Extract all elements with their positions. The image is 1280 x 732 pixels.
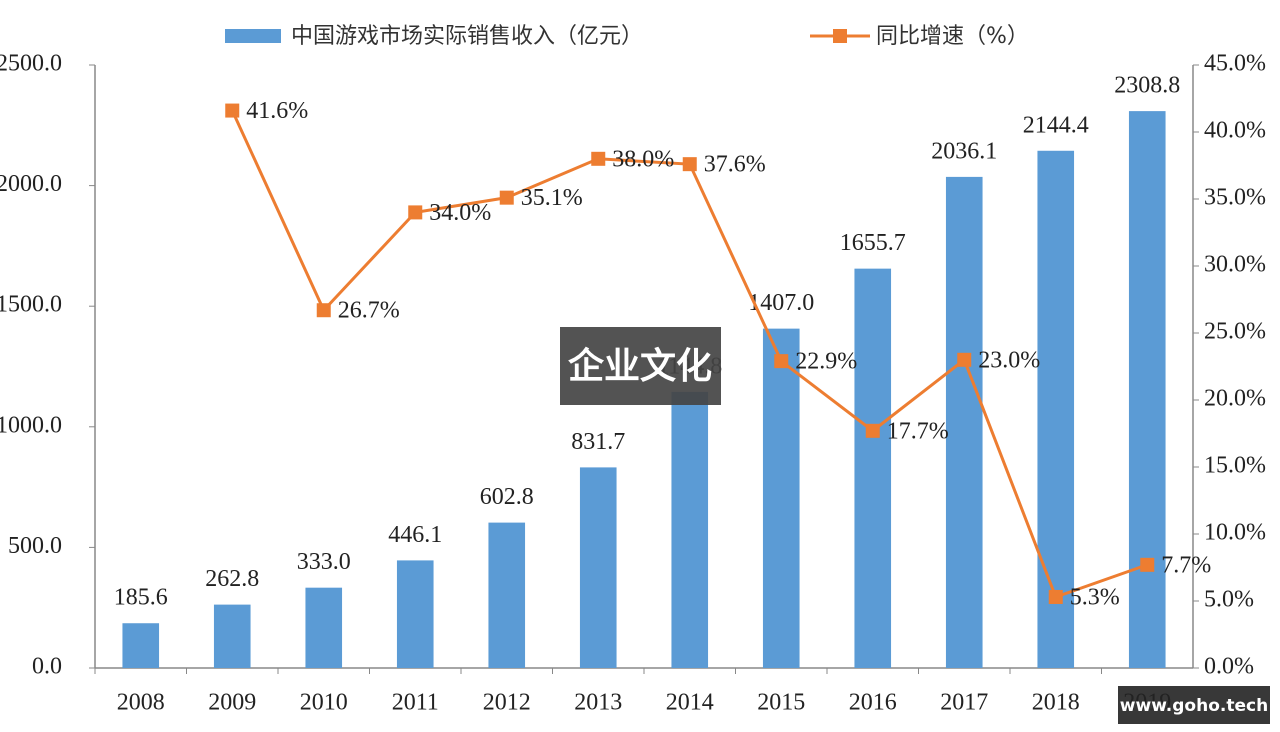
bar-value-label: 2036.1 [931, 138, 997, 164]
line-value-label: 26.7% [338, 298, 400, 324]
bar [945, 176, 983, 668]
y2-tick-label: 10.0% [1204, 520, 1266, 546]
y2-tick-label: 20.0% [1204, 386, 1266, 412]
y-tick-label: 0.0 [32, 654, 62, 680]
line-value-label: 5.3% [1070, 584, 1120, 610]
x-tick-label: 2014 [666, 690, 714, 716]
legend-label: 同比增速（%） [876, 24, 1029, 49]
bar [579, 467, 617, 668]
bar [213, 604, 251, 668]
bar-value-label: 446.1 [388, 522, 442, 548]
line-value-label: 35.1% [521, 185, 583, 211]
x-tick-label: 2012 [483, 690, 531, 716]
bar [488, 522, 526, 668]
x-tick-label: 2016 [849, 690, 897, 716]
bar [1128, 111, 1166, 669]
y2-tick-label: 5.0% [1204, 587, 1254, 613]
line-marker [591, 151, 606, 166]
bar-value-label: 602.8 [480, 484, 534, 510]
line-marker [774, 354, 789, 369]
x-tick-label: 2017 [940, 690, 988, 716]
y2-tick-label: 35.0% [1204, 185, 1266, 211]
line-marker [499, 190, 514, 205]
line-marker [1048, 589, 1063, 604]
watermark: 企业文化 [568, 345, 712, 387]
corner-watermark-box [1118, 686, 1270, 724]
corner-watermark: www.goho.tech [1120, 696, 1268, 716]
watermark-box [560, 327, 721, 405]
legend-swatch [225, 29, 281, 43]
legend-swatch-marker [833, 29, 847, 43]
bar-value-label: 333.0 [297, 549, 351, 575]
y-tick-label: 1500.0 [0, 292, 62, 318]
x-tick-label: 2010 [300, 690, 348, 716]
plot: 0.0 500.0 1000.0 1500.0 2000.0 2500.0 0.0% 5.0%… [0, 24, 1266, 716]
y2-tick-label: 25.0% [1204, 319, 1266, 345]
line-marker [225, 103, 240, 118]
bar [396, 560, 434, 668]
y-tick-label: 2000.0 [0, 171, 62, 197]
x-tick-label: 2009 [208, 690, 256, 716]
line-marker [865, 423, 880, 438]
line-marker [408, 205, 423, 220]
y2-tick-label: 40.0% [1204, 118, 1266, 144]
line-value-label: 7.7% [1161, 552, 1211, 578]
y2-tick-label: 45.0% [1204, 51, 1266, 77]
bar [122, 623, 160, 668]
line-value-label: 17.7% [887, 418, 949, 444]
line-value-label: 41.6% [246, 98, 308, 124]
bar-value-label: 1655.7 [840, 230, 906, 256]
line-marker [682, 157, 697, 172]
bar [1037, 150, 1075, 668]
y2-tick-label: 0.0% [1204, 654, 1254, 680]
bar-value-label: 185.6 [114, 585, 168, 611]
line-value-label: 38.0% [612, 146, 674, 172]
overlay: 企业文化 www.goho.tech [560, 327, 1270, 724]
line-marker [1140, 557, 1155, 572]
y2-tick-label: 30.0% [1204, 252, 1266, 278]
line-value-label: 37.6% [704, 152, 766, 178]
bar-value-label: 262.8 [205, 566, 259, 592]
line-value-label: 23.0% [978, 347, 1040, 373]
bar [854, 268, 892, 668]
bar [305, 587, 343, 668]
y2-tick-label: 15.0% [1204, 453, 1266, 479]
y-tick-label: 1000.0 [0, 412, 62, 438]
legend-label: 中国游戏市场实际销售收入（亿元） [291, 24, 643, 49]
y-tick-label: 2500.0 [0, 51, 62, 77]
bar-value-label: 2308.8 [1114, 73, 1180, 99]
x-tick-label: 2011 [392, 690, 439, 716]
line-value-label: 22.9% [795, 349, 857, 375]
bar-value-label: 831.7 [571, 429, 625, 455]
line-marker [316, 303, 331, 318]
bar [762, 328, 800, 668]
x-tick-label: 2013 [574, 690, 622, 716]
y-tick-label: 500.0 [8, 533, 62, 559]
line-marker [957, 352, 972, 367]
bar [671, 391, 709, 668]
x-tick-label: 2015 [757, 690, 805, 716]
x-tick-label: 2008 [117, 690, 165, 716]
x-tick-label: 2018 [1032, 690, 1080, 716]
line-value-label: 34.0% [429, 200, 491, 226]
bar-value-label: 2144.4 [1023, 112, 1089, 138]
